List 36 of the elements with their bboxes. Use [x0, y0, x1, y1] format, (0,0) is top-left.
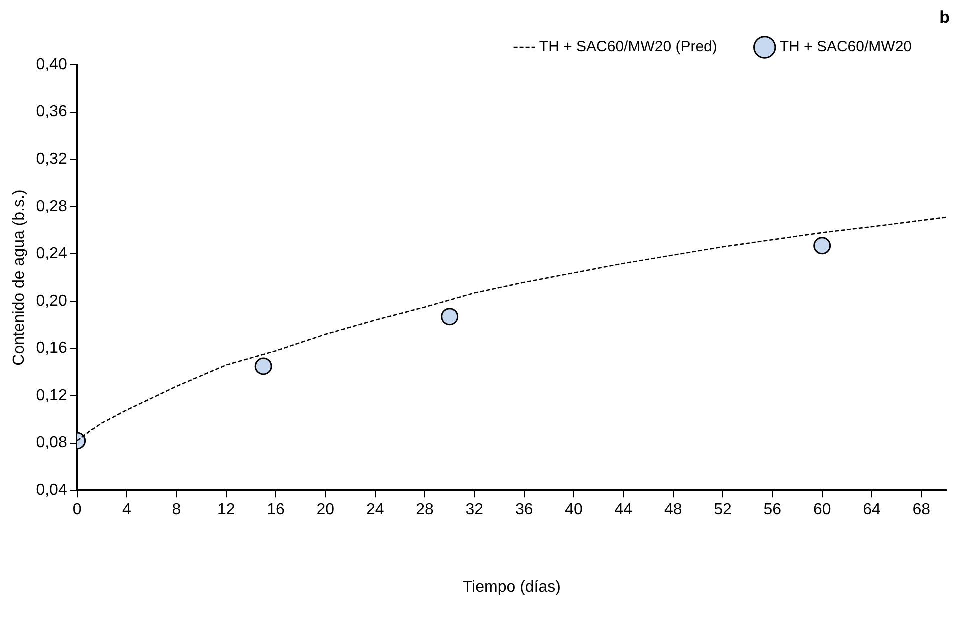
- y-tick-label: 0,32: [36, 150, 68, 168]
- x-tick-label: 20: [316, 502, 335, 519]
- y-tick-label: 0,36: [36, 104, 68, 121]
- point: [254, 358, 272, 376]
- point: [441, 308, 459, 326]
- y-tick-label: 0,24: [36, 246, 68, 263]
- text: b: [940, 8, 950, 28]
- x-tick-label: 4: [122, 502, 132, 519]
- x-tick-label: 64: [863, 502, 881, 519]
- x-tick-label: 40: [565, 502, 584, 519]
- x-tick-label: 28: [416, 502, 434, 519]
- legend-label: TH + SAC60/MW20 (Pred): [539, 38, 718, 56]
- x-tick-label: 48: [664, 502, 682, 519]
- y-tick-label: 0,04: [36, 482, 68, 500]
- y-tick-label: 0,20: [36, 292, 68, 310]
- x-tick-label: 68: [912, 502, 931, 519]
- x-axis-title: Tiempo (días): [462, 578, 561, 596]
- x-tick-label: 56: [764, 502, 782, 519]
- x-tick-label: 52: [714, 502, 732, 519]
- x-tick-label: 36: [515, 502, 534, 519]
- x-tick-label: 44: [614, 502, 633, 519]
- legend-label: TH + SAC60/MW20: [780, 38, 912, 56]
- x-tick-label: 60: [813, 502, 832, 519]
- x-tick-label: 12: [217, 502, 236, 519]
- x-tick-label: 8: [172, 502, 182, 519]
- x-tick-label: 24: [366, 502, 384, 519]
- y-tick-label: 0,28: [36, 198, 68, 216]
- x-tick-label: 0: [72, 502, 82, 519]
- y-tick-label: 0,12: [36, 387, 68, 404]
- x-tick-label: 32: [466, 502, 484, 519]
- x-tick-label: 16: [267, 502, 286, 519]
- y-axis-title: Contenido de agua (b.s.): [11, 190, 28, 366]
- y-tick-label: 0,08: [36, 434, 68, 452]
- y-tick-label: 0,16: [36, 340, 68, 358]
- y-tick-label: 0,40: [36, 56, 68, 74]
- point: [814, 237, 832, 255]
